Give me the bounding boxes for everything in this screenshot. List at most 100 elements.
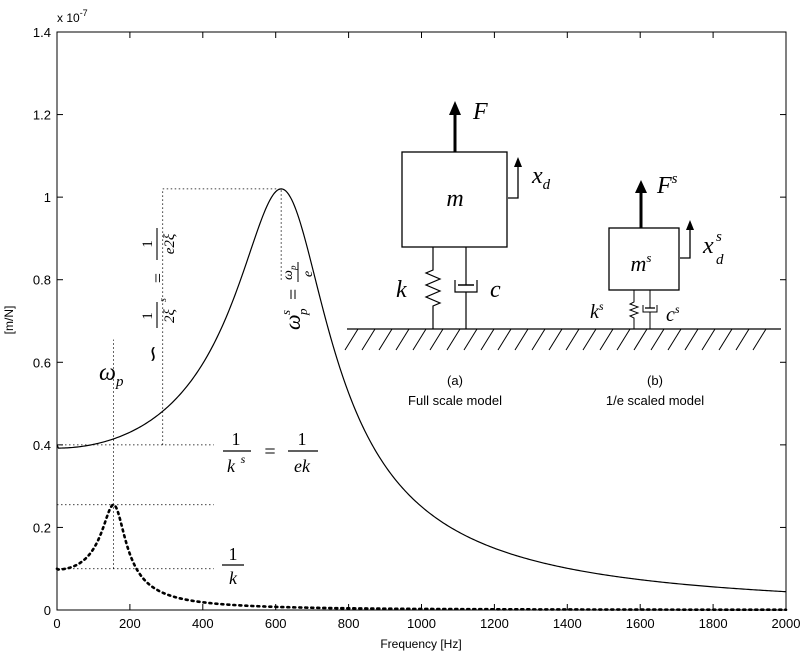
one-over-k-label: 1 k: [222, 544, 244, 588]
ground: [344, 328, 781, 351]
y-tick-label: 1.2: [33, 108, 51, 123]
svg-text:=: =: [283, 289, 305, 300]
ground-hatch: [650, 328, 665, 351]
x-tick-label: 600: [265, 616, 287, 631]
y-tick-label: 1.4: [33, 25, 51, 40]
ground-hatch: [514, 328, 529, 351]
y-exponent-label: x 10-7: [57, 8, 88, 25]
x-tick-label: 1000: [407, 616, 436, 631]
x-tick-label: 1400: [553, 616, 582, 631]
x-tick-label: 1800: [699, 616, 728, 631]
svg-text:s: s: [158, 298, 169, 302]
svg-text:∽: ∽: [140, 345, 165, 363]
svg-text:1: 1: [229, 544, 238, 564]
x-tick-label: 0: [53, 616, 60, 631]
mass-s-block: [608, 227, 680, 291]
ground-hatch: [429, 328, 444, 351]
ground-hatch: [497, 328, 512, 351]
omega-p-label: ωp: [99, 360, 124, 390]
y-tick-label: 0.6: [33, 355, 51, 370]
caption-b: 1/e scaled model: [606, 393, 704, 408]
series-line-full-scale: [55, 503, 788, 612]
svg-text:ω: ω: [280, 314, 305, 330]
force-label: F: [472, 99, 488, 125]
x-tick-label: 400: [192, 616, 214, 631]
svg-text:k: k: [229, 568, 238, 588]
ground-hatch: [463, 328, 478, 351]
svg-text:k: k: [227, 456, 236, 476]
ground-hatch: [395, 328, 410, 351]
ground-hatch: [684, 328, 699, 351]
svg-text:s: s: [278, 310, 293, 315]
mass-s-label: ms: [631, 250, 652, 276]
damper: [454, 247, 478, 329]
damper-label: c: [490, 277, 501, 303]
caption-a-letter: (a): [447, 373, 463, 388]
svg-text:e2ξ: e2ξ: [162, 233, 178, 254]
ground-hatch: [718, 328, 733, 351]
y-tick-label: 0.4: [33, 438, 51, 453]
ground-hatch: [752, 328, 767, 351]
series-layer: [55, 188, 788, 612]
mass-block: [401, 151, 508, 248]
ground-hatch: [412, 328, 427, 351]
svg-text:1: 1: [232, 429, 241, 449]
ground-hatch: [616, 328, 631, 351]
svg-text:=: =: [148, 273, 168, 283]
scaled-model-diagram: Fs ms x s d ks cs (b) 1/e scaled model: [590, 171, 724, 408]
x-tick-label: 200: [119, 616, 141, 631]
svg-text:=: =: [264, 441, 275, 463]
ground-hatch: [565, 328, 580, 351]
svg-text:2ξ: 2ξ: [162, 308, 178, 323]
svg-text:1: 1: [140, 240, 156, 248]
svg-text:s: s: [716, 229, 722, 245]
y-axis-label: [m/N]: [2, 306, 16, 335]
ground-hatch: [378, 328, 393, 351]
x-tick-label: 800: [338, 616, 360, 631]
displacement-label: xd: [531, 163, 551, 193]
svg-text:e: e: [301, 271, 316, 277]
ground-hatch: [701, 328, 716, 351]
ks-equals-ek-label: 1 k s = 1 ek: [223, 429, 318, 476]
full-scale-model-diagram: F m xd k c (a) Full scale model: [396, 99, 551, 408]
damper-s-label: cs: [666, 302, 680, 326]
svg-text:s: s: [241, 452, 246, 466]
spring-s: [628, 290, 640, 329]
ground-hatch: [548, 328, 563, 351]
ground-hatch: [531, 328, 546, 351]
spring-label: k: [396, 277, 407, 303]
y-tick-label: 0.8: [33, 273, 51, 288]
ground-hatch: [667, 328, 682, 351]
svg-text:p: p: [295, 308, 310, 316]
ground-hatch: [480, 328, 495, 351]
svg-text:1: 1: [298, 429, 307, 449]
series-line-scaled: [56, 188, 787, 593]
spring-s-label: ks: [590, 299, 604, 323]
damper-s: [642, 290, 658, 329]
reference-lines: [57, 188, 282, 570]
svg-text:p: p: [288, 265, 298, 271]
ground-hatch: [344, 328, 359, 351]
caption-b-letter: (b): [647, 373, 663, 388]
axis-ticks: 0 200 400 600 800 1000 1200 1400 1600 1800 2000 0 0.…: [33, 25, 801, 631]
y-tick-label: 1: [44, 190, 51, 205]
x-axis-label: Frequency [Hz]: [380, 637, 461, 651]
ground-hatch: [446, 328, 461, 351]
caption-a: Full scale model: [408, 393, 502, 408]
ground-hatch: [633, 328, 648, 351]
svg-text:d: d: [716, 252, 724, 268]
displacement-s-label: x: [702, 233, 714, 259]
x-tick-label: 2000: [772, 616, 801, 631]
mass-label: m: [446, 186, 463, 212]
ground-hatch: [599, 328, 614, 351]
spring: [424, 247, 442, 329]
svg-text:ω: ω: [281, 270, 296, 280]
y-tick-label: 0.2: [33, 520, 51, 535]
svg-text:ek: ek: [294, 456, 311, 476]
omega-ps-label: ω p s = ω p e: [278, 262, 316, 330]
ground-hatch: [735, 328, 750, 351]
y-tick-label: 0: [44, 603, 51, 618]
ground-hatch: [582, 328, 597, 351]
ground-hatch: [361, 328, 376, 351]
